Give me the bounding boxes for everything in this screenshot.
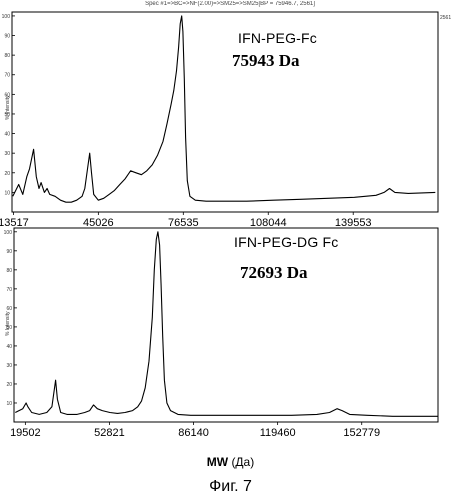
top-y-tick-label: 70 [4,73,10,79]
x-axis-label: MW (Да) [0,455,461,469]
bottom-x-tick-label: 19502 [10,427,41,439]
bottom-y-tick-label: 80 [6,268,12,274]
top-spectrum-panel: Spec #1=>BC=>NF(2.00)=>SM25=>SM25[BP = 7… [0,0,461,232]
top-right-scale-label: 2561 [440,15,451,21]
bottom-spectrum-line [15,232,438,416]
bottom-y-tick-label: 10 [6,401,12,407]
bottom-y-tick-label: 40 [6,344,12,350]
bottom-y-tick-label: 70 [6,287,12,293]
top-mass-annotation: 75943 Da [232,51,300,71]
figure-caption: Фиг. 7 [0,478,461,496]
bottom-mass-annotation: 72693 Da [240,263,308,283]
top-plot-frame [12,12,438,212]
top-y-tick-label: 10 [4,190,10,196]
top-y-tick-label: 40 [4,132,10,138]
x-axis-unit: (Да) [231,455,254,469]
x-axis-symbol: MW [207,455,228,469]
bottom-chart-title: IFN-PEG-DG Fc [234,234,338,250]
bottom-x-tick-label: 52821 [94,427,125,439]
bottom-spectrum-chart: 1020304050607080901001950252821861401194… [0,226,461,458]
top-chart-title: IFN-PEG-Fc [238,30,317,46]
bottom-y-tick-label: 30 [6,363,12,369]
bottom-spectrum-panel: 1020304050607080901001950252821861401194… [0,226,461,458]
spectrum-header: Spec #1=>BC=>NF(2.00)=>SM25=>SM25[BP = 7… [60,1,400,7]
bottom-y-tick-label: 90 [6,249,12,255]
top-spectrum-line [13,16,436,202]
top-y-tick-label: 80 [4,53,10,59]
top-spectrum-chart: 1020304050607080901001351745026765351080… [0,0,461,232]
bottom-x-tick-label: 86140 [178,427,209,439]
top-y-tick-label: 30 [4,151,10,157]
bottom-y-tick-label: 20 [6,382,12,388]
top-y-tick-label: 20 [4,171,10,177]
bottom-y-tick-label: 100 [4,230,13,236]
top-y-tick-label: 100 [2,14,11,20]
top-y-axis-label: % Intensity [5,96,11,120]
bottom-x-tick-label: 119460 [260,427,296,439]
bottom-plot-frame [14,228,438,422]
top-y-tick-label: 90 [4,34,10,40]
bottom-y-axis-label: % Intensity [5,312,11,336]
bottom-x-tick-label: 152779 [343,427,380,439]
